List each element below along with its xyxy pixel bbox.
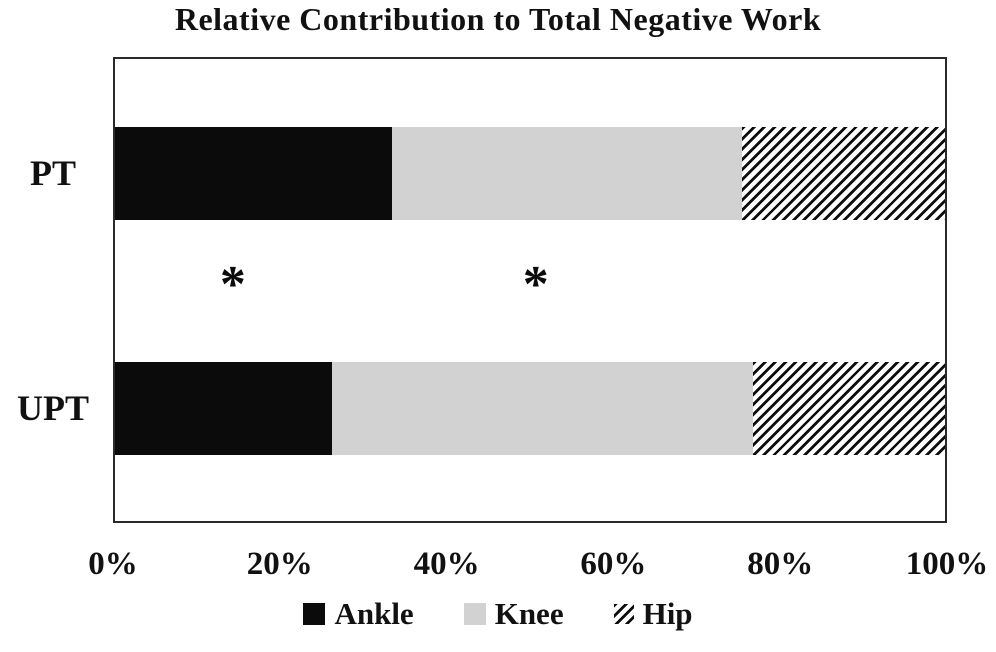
bar-segment-hip-upt bbox=[753, 362, 945, 455]
significance-annotations: * * bbox=[115, 59, 945, 521]
bar-segment-hip-pt bbox=[742, 127, 945, 220]
category-label-upt: UPT bbox=[17, 388, 89, 428]
legend-swatch-hip-icon bbox=[613, 603, 634, 624]
stacked-bar-upt bbox=[115, 362, 945, 455]
legend-label-knee: Knee bbox=[494, 596, 564, 631]
stacked-bar-pt bbox=[115, 127, 945, 220]
legend-label-hip: Hip bbox=[642, 596, 693, 631]
x-tick-label-100pct: 100% bbox=[905, 546, 989, 582]
asterisk-annotation-1: * bbox=[219, 256, 246, 313]
chart-legend: Ankle Knee Hip bbox=[0, 598, 996, 629]
x-tick-label-80pct: 80% bbox=[747, 546, 814, 582]
x-tick-label-0pct: 0% bbox=[88, 546, 138, 582]
bar-segment-knee-pt bbox=[392, 127, 743, 220]
x-tick-label-60pct: 60% bbox=[580, 546, 647, 582]
category-label-pt: PT bbox=[29, 153, 76, 193]
x-tick-label-40pct: 40% bbox=[413, 546, 480, 582]
legend-item-hip: Hip bbox=[613, 596, 693, 631]
chart-title: Relative Contribution to Total Negative … bbox=[174, 1, 822, 37]
legend-item-knee: Knee bbox=[463, 596, 564, 631]
bar-segment-knee-upt bbox=[332, 362, 754, 455]
legend-swatch-knee-icon bbox=[463, 602, 486, 625]
bar-segment-ankle-upt bbox=[115, 362, 333, 455]
legend-label-ankle: Ankle bbox=[334, 596, 414, 631]
legend-item-ankle: Ankle bbox=[303, 596, 414, 631]
x-tick-label-20pct: 20% bbox=[246, 546, 313, 582]
asterisk-annotation-2: * bbox=[522, 256, 549, 313]
plot-area: * * bbox=[113, 57, 947, 523]
bar-segment-ankle-pt bbox=[115, 127, 393, 220]
x-axis-tick-labels: 0% 20% 40% 60% 80% 100% bbox=[88, 546, 988, 588]
legend-swatch-ankle-icon bbox=[303, 602, 326, 625]
